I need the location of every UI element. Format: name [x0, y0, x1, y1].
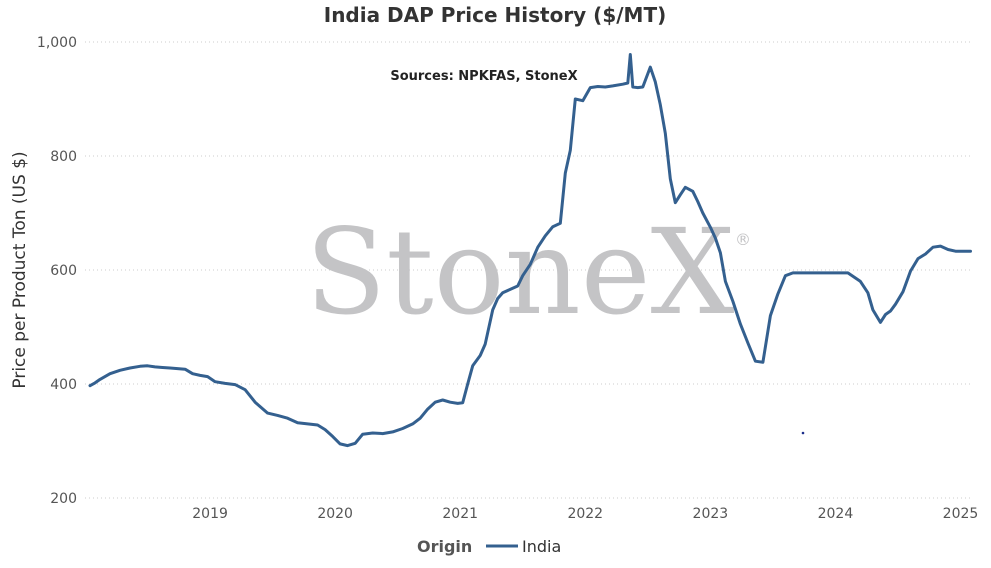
chart-title: India DAP Price History ($/MT)	[324, 3, 666, 27]
x-tick-label: 2019	[192, 506, 228, 522]
x-tick-label: 2024	[818, 506, 854, 522]
y-axis-ticks: 200 400 600 800 1,000	[37, 35, 77, 507]
y-tick-label: 1,000	[37, 35, 77, 51]
stray-data-dot	[801, 431, 805, 435]
y-tick-label: 800	[50, 149, 77, 165]
x-tick-label: 2021	[442, 506, 478, 522]
stonex-watermark: StoneX	[305, 203, 734, 341]
series-layer	[88, 53, 972, 448]
legend-item-india[interactable]: India	[522, 537, 561, 556]
source-note: Sources: NPKFAS, StoneX	[390, 69, 577, 84]
watermark-registered-mark: ®	[735, 230, 751, 249]
legend-title: Origin	[417, 537, 472, 556]
x-tick-label: 2025	[943, 506, 979, 522]
y-tick-label: 200	[50, 491, 77, 507]
x-tick-label: 2023	[693, 506, 729, 522]
legend[interactable]: Origin India	[417, 537, 561, 556]
series-line-india[interactable]	[88, 53, 972, 448]
x-tick-label: 2022	[567, 506, 603, 522]
y-axis-label: Price per Product Ton (US $)	[10, 151, 30, 388]
y-tick-label: 600	[50, 263, 77, 279]
x-axis-ticks: 2019 2020 2021 2022 2023 2024 2025	[192, 506, 978, 522]
y-tick-label: 400	[50, 377, 77, 393]
x-tick-label: 2020	[317, 506, 353, 522]
